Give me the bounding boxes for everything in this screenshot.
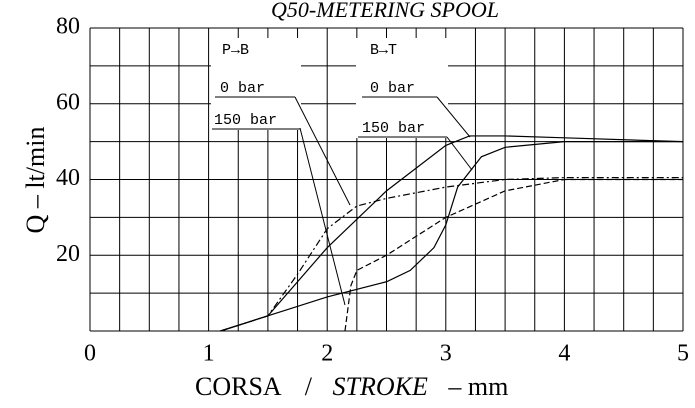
x-axis-label: CORSA / STROKE – mm xyxy=(195,372,508,401)
annotation: 0 bar xyxy=(370,80,415,97)
y-axis-label: Q – lt/min xyxy=(21,127,50,234)
x-label-main: CORSA xyxy=(195,372,282,401)
annotation: P→B xyxy=(222,42,249,59)
annotation: 0 bar xyxy=(220,80,265,97)
line-series xyxy=(220,135,684,332)
y-tick-label: 40 xyxy=(56,165,80,191)
leader-line xyxy=(446,136,473,171)
label-box xyxy=(356,38,448,138)
line-series xyxy=(344,178,683,332)
y-tick-label: 80 xyxy=(56,14,80,40)
x-tick-label: 3 xyxy=(440,341,452,367)
leader-line xyxy=(294,96,351,206)
annotation: 150 bar xyxy=(214,112,277,129)
x-label-unit: – mm xyxy=(447,372,508,401)
x-tick-label: 2 xyxy=(321,341,333,367)
x-label-sep: / xyxy=(305,372,313,401)
x-tick-label: 4 xyxy=(558,341,570,367)
annotation: B→T xyxy=(370,42,397,59)
line-series xyxy=(220,177,683,332)
y-tick-label: 60 xyxy=(56,89,80,115)
leader-line xyxy=(299,127,346,306)
x-tick-label: 1 xyxy=(203,341,215,367)
leader-line xyxy=(436,96,471,138)
x-tick-label: 0 xyxy=(84,341,96,367)
label-box xyxy=(211,38,301,130)
chart-title: Q50-METERING SPOOL xyxy=(271,0,499,22)
line-series xyxy=(220,141,683,332)
y-tick-label: 20 xyxy=(56,241,80,267)
annotation: 150 bar xyxy=(362,120,425,137)
x-label-italic: STROKE xyxy=(333,372,428,401)
x-tick-label: 5 xyxy=(677,341,689,367)
